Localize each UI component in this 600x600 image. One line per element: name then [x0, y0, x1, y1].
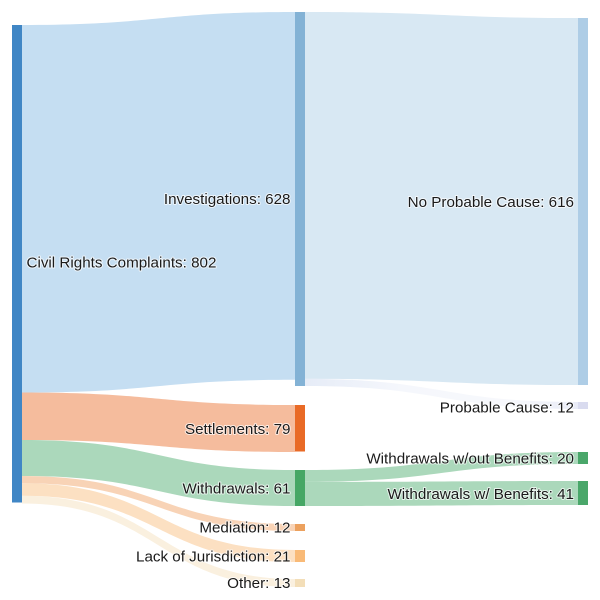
- svg-text:Investigations: 628: Investigations: 628: [164, 191, 291, 208]
- svg-text:Withdrawals w/out Benefits: 20: Withdrawals w/out Benefits: 20: [366, 451, 574, 468]
- svg-text:No Probable Cause: 616: No Probable Cause: 616: [408, 194, 574, 211]
- svg-text:Withdrawals: 61: Withdrawals: 61: [182, 481, 290, 498]
- svg-text:Probable Cause: 12: Probable Cause: 12: [440, 400, 574, 417]
- svg-text:Mediation: 12: Mediation: 12: [199, 520, 290, 537]
- svg-text:Settlements: 79: Settlements: 79: [185, 421, 291, 438]
- svg-text:Withdrawals w/ Benefits: 41: Withdrawals w/ Benefits: 41: [387, 486, 574, 503]
- svg-text:Other: 13: Other: 13: [227, 575, 290, 592]
- svg-text:Civil Rights Complaints: 802: Civil Rights Complaints: 802: [27, 255, 217, 272]
- svg-text:Lack of Jurisdiction: 21: Lack of Jurisdiction: 21: [136, 549, 291, 566]
